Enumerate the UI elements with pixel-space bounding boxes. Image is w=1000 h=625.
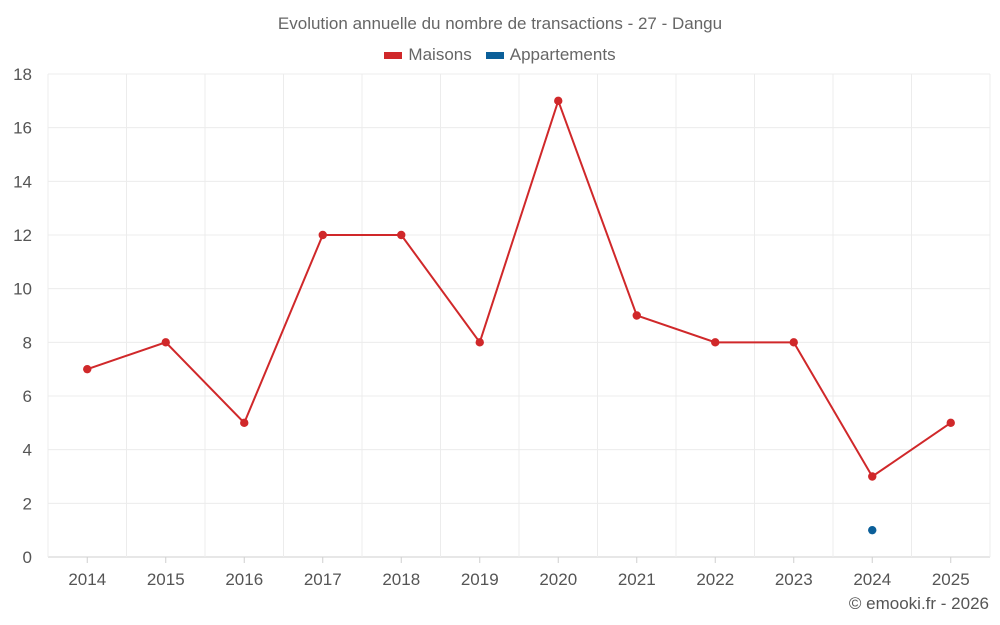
y-tick-label: 6 — [23, 387, 32, 406]
legend-item-appartements[interactable]: Appartements — [485, 45, 616, 65]
x-tick-label: 2025 — [932, 570, 970, 589]
chart-title: Evolution annuelle du nombre de transact… — [277, 14, 723, 33]
data-point-maisons-2015 — [161, 338, 170, 347]
x-tick-label: 2015 — [147, 570, 185, 589]
data-point-maisons-2017 — [318, 230, 327, 240]
x-tick-label: 2018 — [382, 570, 420, 589]
series-line-maisons — [86, 97, 952, 478]
y-tick-label: 2 — [23, 494, 32, 513]
data-point-maisons-2014 — [83, 364, 92, 374]
x-tick-label: 2024 — [853, 570, 891, 589]
y-tick-label: 14 — [13, 172, 32, 191]
x-tick-label: 2021 — [618, 570, 656, 589]
y-tick-label: 12 — [13, 226, 32, 245]
data-point-maisons-2016 — [240, 418, 249, 428]
x-tick-label: 2022 — [696, 570, 734, 589]
data-point-maisons-2019 — [475, 338, 484, 347]
y-tick-label: 8 — [23, 333, 32, 352]
data-point-maisons-2022 — [711, 338, 720, 347]
chart-legend: Maisons Appartements — [0, 45, 1000, 65]
y-tick-label: 0 — [23, 548, 32, 567]
data-point-maisons-2023 — [789, 338, 798, 347]
legend-label-maisons: Maisons — [408, 45, 472, 64]
data-point-maisons-2020 — [554, 96, 563, 106]
x-tick-label: 2023 — [775, 570, 813, 589]
x-tick-label: 2017 — [304, 570, 342, 589]
credit-text: © emooki.fr - 2026 — [848, 594, 989, 613]
y-tick-label: 4 — [23, 441, 32, 460]
x-tick-label: 2014 — [68, 570, 106, 589]
data-point-maisons-2024 — [868, 472, 877, 481]
x-tick-label: 2016 — [225, 570, 263, 589]
data-point-maisons-2018 — [397, 230, 406, 240]
legend-swatch-maisons — [384, 51, 403, 59]
legend-swatch-appartements — [485, 51, 504, 59]
data-point-appartements-2024 — [868, 525, 877, 535]
data-point-maisons-2021 — [632, 311, 641, 320]
data-point-maisons-2025 — [946, 418, 955, 428]
y-tick-label: 18 — [13, 65, 32, 84]
x-tick-label: 2020 — [539, 570, 577, 589]
legend-label-appartements: Appartements — [509, 45, 616, 64]
x-tick-label: 2019 — [461, 570, 499, 589]
legend-item-maisons[interactable]: Maisons — [384, 45, 472, 65]
y-tick-label: 10 — [13, 280, 32, 299]
y-tick-label: 16 — [13, 119, 32, 138]
